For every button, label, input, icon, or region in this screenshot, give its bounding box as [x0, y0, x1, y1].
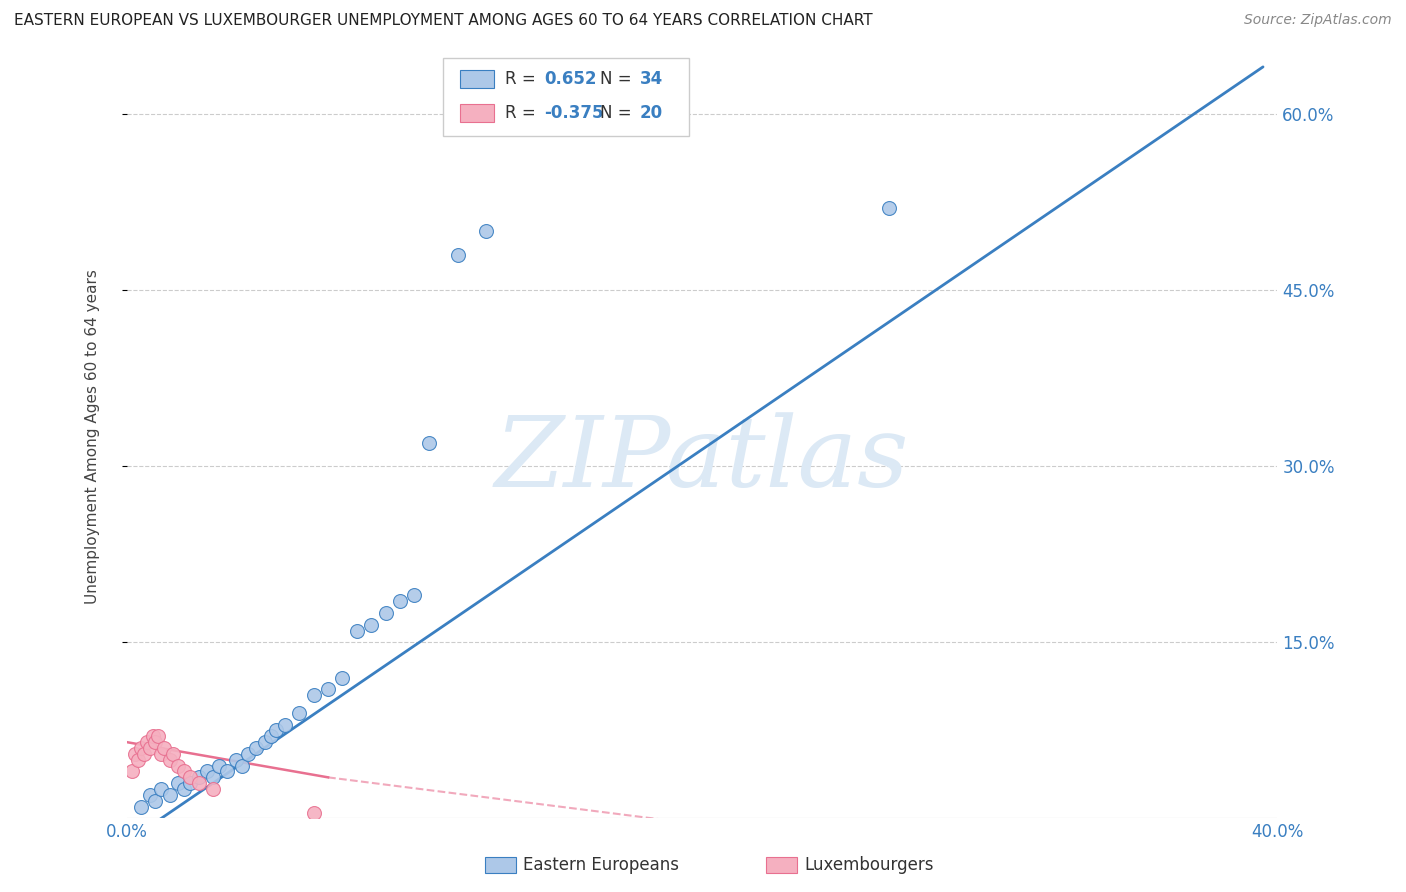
Point: [236, 747, 259, 761]
Point: [150, 782, 173, 797]
Text: Luxembourgers: Luxembourgers: [804, 856, 934, 874]
Text: N =: N =: [600, 70, 637, 88]
Point: [135, 735, 157, 749]
Point: [475, 224, 498, 238]
Text: Source: ZipAtlas.com: Source: ZipAtlas.com: [1244, 13, 1392, 28]
Point: [127, 753, 149, 767]
Text: ZIPatlas: ZIPatlas: [495, 412, 910, 508]
Point: [274, 717, 297, 731]
Point: [217, 764, 239, 779]
Text: N =: N =: [600, 104, 637, 122]
Text: R =: R =: [505, 104, 541, 122]
Point: [302, 688, 325, 702]
Point: [418, 435, 440, 450]
Point: [266, 723, 288, 738]
Point: [332, 671, 354, 685]
Point: [187, 776, 209, 790]
Point: [121, 764, 143, 779]
Point: [153, 741, 176, 756]
Point: [201, 782, 224, 797]
Point: [253, 735, 276, 749]
Point: [201, 770, 224, 784]
Point: [404, 588, 426, 602]
Point: [167, 758, 190, 772]
Y-axis label: Unemployment Among Ages 60 to 64 years: Unemployment Among Ages 60 to 64 years: [86, 269, 100, 604]
Point: [208, 758, 231, 772]
Point: [388, 594, 411, 608]
Point: [173, 782, 195, 797]
Point: [302, 805, 325, 820]
Point: [142, 729, 165, 743]
Point: [150, 747, 173, 761]
Point: [446, 248, 468, 262]
Point: [145, 735, 167, 749]
Point: [316, 682, 339, 697]
Text: 20: 20: [640, 104, 662, 122]
Point: [159, 753, 181, 767]
Text: 0.652: 0.652: [544, 70, 596, 88]
Point: [877, 201, 900, 215]
Point: [138, 788, 160, 802]
Text: 34: 34: [640, 70, 664, 88]
Point: [129, 741, 152, 756]
Point: [179, 776, 201, 790]
Text: R =: R =: [505, 70, 541, 88]
Point: [187, 770, 209, 784]
Text: EASTERN EUROPEAN VS LUXEMBOURGER UNEMPLOYMENT AMONG AGES 60 TO 64 YEARS CORRELAT: EASTERN EUROPEAN VS LUXEMBOURGER UNEMPLO…: [14, 13, 873, 29]
Point: [179, 770, 201, 784]
Point: [132, 747, 155, 761]
Point: [173, 764, 195, 779]
Point: [374, 606, 396, 620]
Text: -0.375: -0.375: [544, 104, 603, 122]
Point: [159, 788, 181, 802]
Point: [162, 747, 184, 761]
Point: [138, 741, 160, 756]
Point: [245, 741, 267, 756]
Point: [167, 776, 190, 790]
Point: [259, 729, 281, 743]
Point: [288, 706, 311, 720]
Point: [148, 729, 170, 743]
Point: [129, 799, 152, 814]
Point: [124, 747, 146, 761]
Point: [145, 794, 167, 808]
Point: [225, 753, 247, 767]
Point: [360, 617, 382, 632]
Text: Eastern Europeans: Eastern Europeans: [523, 856, 679, 874]
Point: [346, 624, 368, 638]
Point: [231, 758, 253, 772]
Point: [195, 764, 218, 779]
